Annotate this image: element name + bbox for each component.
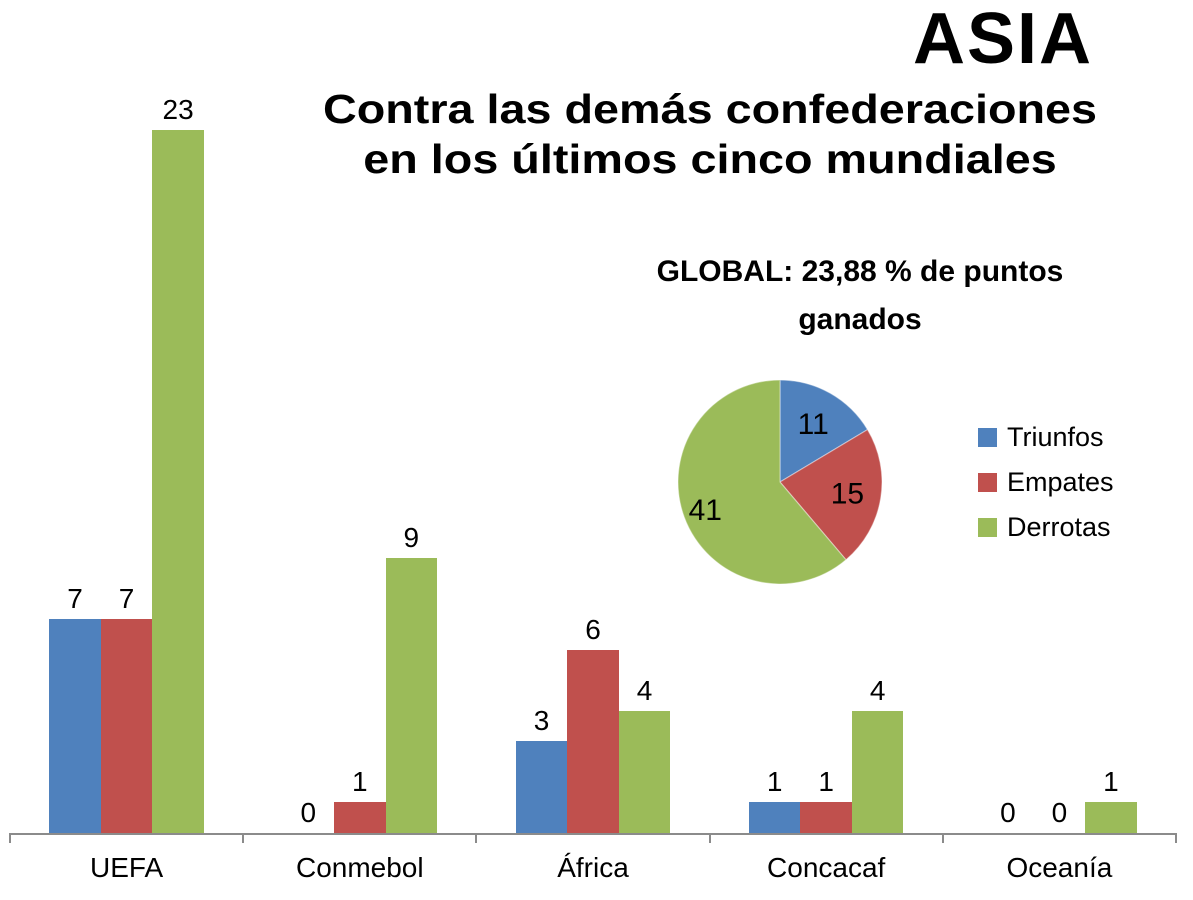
bar-value-label: 0 <box>1000 797 1016 828</box>
legend-item-triunfos: Triunfos <box>978 422 1114 453</box>
bar-triunfos-concacaf <box>748 802 801 833</box>
bar-value-label: 1 <box>818 766 834 797</box>
bar-derrotas-concacaf <box>851 711 904 833</box>
bar-triunfos-uefa <box>49 619 101 833</box>
legend-item-empates: Empates <box>978 467 1114 498</box>
bar-triunfos-áfrica <box>515 741 568 833</box>
bar-value-label: 4 <box>636 675 653 706</box>
legend-swatch-triunfos <box>978 428 997 447</box>
x-axis-tick <box>475 833 478 843</box>
legend: Triunfos Empates Derrotas <box>978 422 1114 557</box>
pie-slice-empates <box>779 428 883 561</box>
legend-swatch-derrotas <box>978 518 997 537</box>
pie-slice-derrotas <box>677 379 847 585</box>
x-axis-tick <box>1175 833 1177 843</box>
legend-item-derrotas: Derrotas <box>978 512 1114 543</box>
x-axis-tick <box>9 833 11 843</box>
bar-value-label: 7 <box>67 583 83 614</box>
bar-derrotas-áfrica <box>618 711 671 833</box>
x-axis-tick <box>708 833 711 843</box>
bar-derrotas-oceanía <box>1085 802 1137 833</box>
page-title: ASIA <box>912 0 1094 79</box>
bar-value-label: 7 <box>118 583 135 614</box>
category-label-concacaf: Concacaf <box>767 852 886 883</box>
bar-empates-áfrica <box>567 650 619 833</box>
pie-chart: 11 15 41 <box>677 379 883 585</box>
global-points-line-2: ganados <box>798 303 922 336</box>
bar-value-label: 0 <box>300 797 317 828</box>
x-axis-tick <box>242 833 245 843</box>
bar-value-label: 3 <box>533 705 550 736</box>
bar-empates-conmebol <box>334 802 386 833</box>
global-points-line-1: GLOBAL: 23,88 % de puntos <box>656 255 1064 288</box>
bar-derrotas-uefa <box>152 130 204 833</box>
legend-label: Triunfos <box>1007 422 1104 452</box>
category-label-oceanía: Oceanía <box>1006 852 1113 883</box>
pie-value-label: 11 <box>798 408 829 441</box>
bar-value-label: 1 <box>766 766 783 797</box>
bar-value-label: 1 <box>1103 766 1119 797</box>
bar-empates-concacaf <box>800 802 852 833</box>
bar-value-label: 6 <box>585 614 601 645</box>
pie-slice-triunfos <box>779 379 869 484</box>
bar-value-label: 23 <box>162 94 194 125</box>
subtitle-line-1: Contra las demás confederaciones <box>322 86 1098 132</box>
bar-value-label: 1 <box>352 766 368 797</box>
category-label-uefa: UEFA <box>90 852 164 883</box>
global-points-label: GLOBAL: 23,88 % de puntos ganados <box>645 248 1075 344</box>
legend-label: Derrotas <box>1007 512 1111 542</box>
pie-value-label: 15 <box>831 478 864 511</box>
bar-value-label: 0 <box>1051 797 1068 828</box>
category-label-conmebol: Conmebol <box>295 852 424 883</box>
bar-empates-uefa <box>100 619 153 833</box>
chart-subtitle: Contra las demás confederaciones en los … <box>186 84 1193 184</box>
bar-value-label: 4 <box>869 675 886 706</box>
subtitle-line-2: en los últimos cinco mundiales <box>363 136 1057 182</box>
pie-value-label: 41 <box>689 494 722 527</box>
x-axis <box>10 833 1176 835</box>
category-label-áfrica: África <box>557 852 629 883</box>
legend-label: Empates <box>1007 467 1114 497</box>
x-axis-tick <box>941 833 944 843</box>
legend-swatch-empates <box>978 473 997 492</box>
bar-value-label: 9 <box>403 522 420 553</box>
bar-derrotas-conmebol <box>385 558 438 833</box>
